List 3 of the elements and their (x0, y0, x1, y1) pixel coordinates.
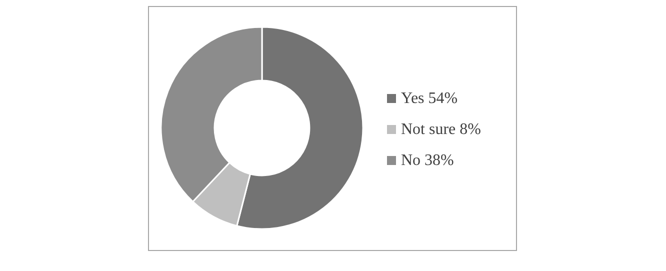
legend-label: Not sure 8% (401, 121, 481, 138)
legend-label: No 38% (401, 152, 454, 169)
legend-label: Yes 54% (401, 90, 458, 107)
